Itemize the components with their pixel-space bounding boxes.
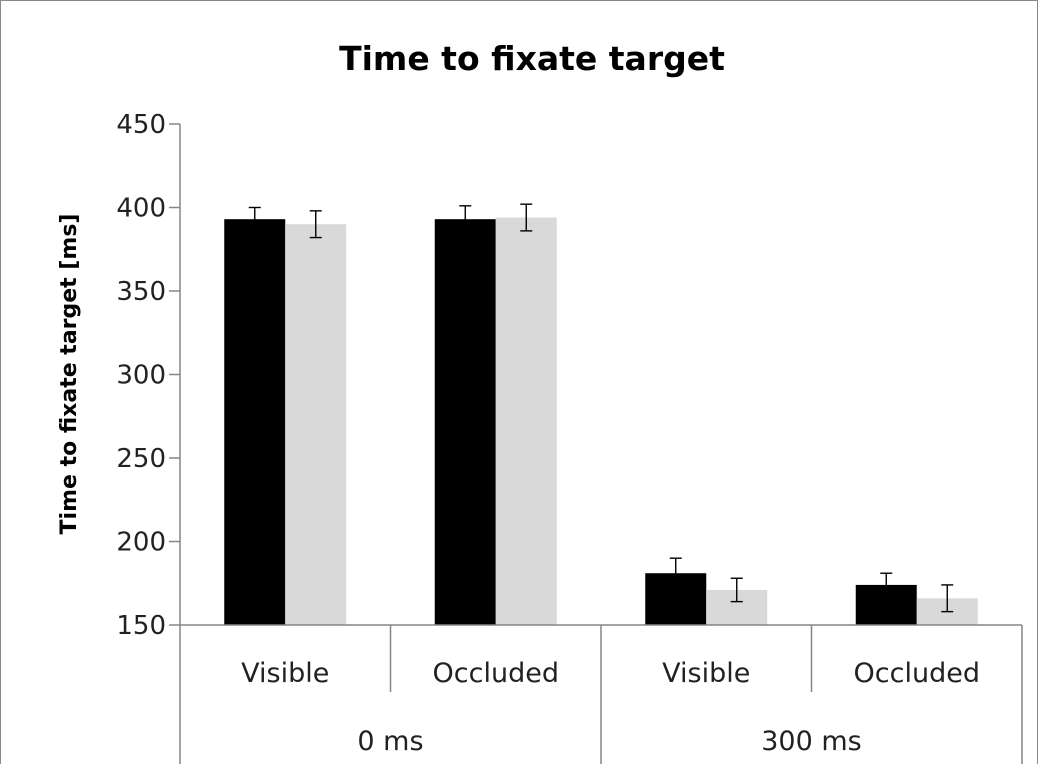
y-tick-label: 450 [116,110,166,140]
error-bars [248,203,954,613]
bar [285,224,347,625]
y-tick-label: 200 [116,528,166,558]
x-category-label: Visible [241,658,329,689]
x-category-label: Visible [662,658,750,689]
bar [224,219,286,625]
bar [434,219,496,625]
bar [495,217,557,625]
x-category-label: Occluded [854,658,980,689]
x-group-label: 0 ms [357,726,423,757]
x-group-label: 300 ms [761,726,862,757]
y-tick-label: 400 [116,194,166,224]
y-tick-label: 300 [116,361,166,391]
bars [224,217,978,625]
y-axis: 150 200 250 300 350 400 450 [116,110,181,641]
y-tick-label: 350 [116,277,166,307]
chart-title: Time to fixate target [339,39,725,78]
y-tick-label: 250 [116,444,166,474]
y-tick-label: 150 [116,611,166,641]
x-category-label: Occluded [433,658,559,689]
x-axis: Visible Occluded 0 ms Visible Occluded 300 ms [179,624,1023,764]
y-axis-label: Time to fixate target [ms] [57,214,82,535]
